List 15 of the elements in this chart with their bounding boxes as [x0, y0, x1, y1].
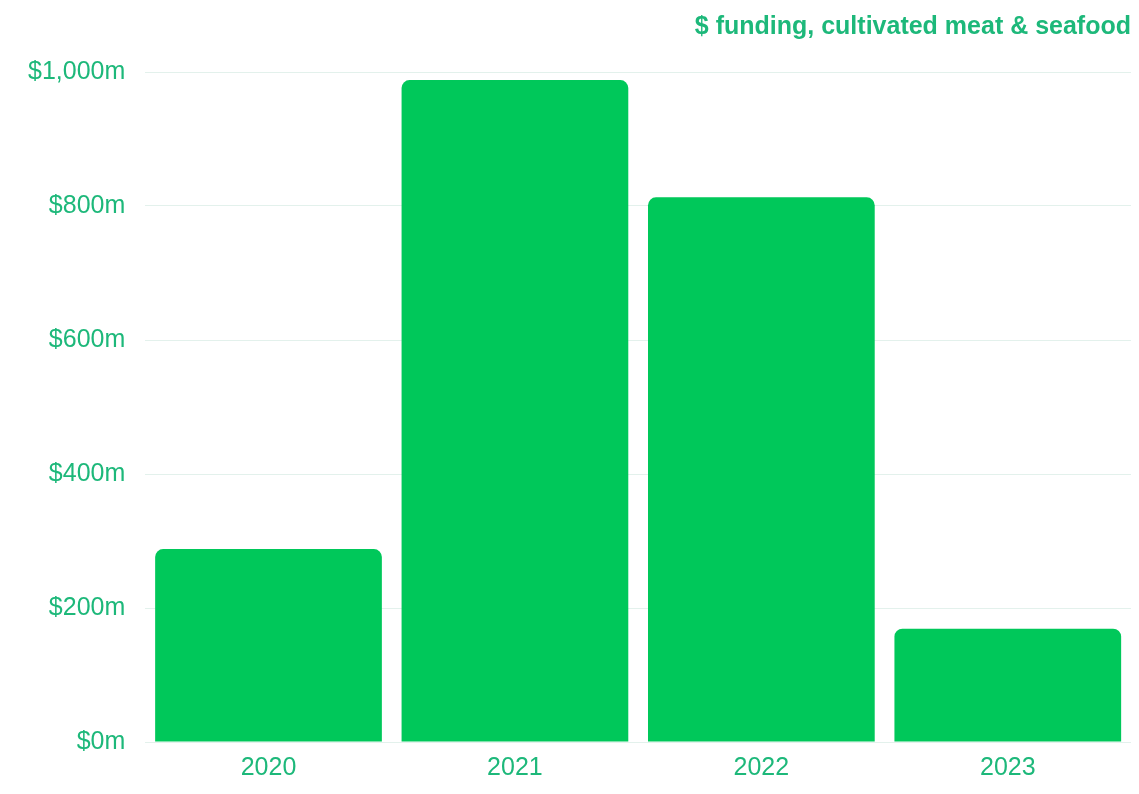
y-tick-label: $400m [48, 457, 126, 486]
bar [401, 80, 629, 742]
y-tick-label: $800m [48, 189, 126, 218]
x-tick-label: 2023 [979, 751, 1036, 780]
x-tick-label: 2021 [487, 751, 543, 780]
y-tick-label: $1,000m [27, 55, 126, 84]
chart-title: $ funding, cultivated meat & seafood [694, 10, 1131, 39]
bar [155, 549, 382, 742]
y-tick-label: $600m [48, 323, 126, 352]
x-tick-label: 2022 [733, 751, 790, 780]
x-tick-label: 2020 [240, 751, 297, 780]
y-tick-label: $0m [76, 725, 126, 754]
bar [648, 197, 875, 742]
bar [894, 628, 1122, 742]
y-tick-label: $200m [48, 591, 126, 620]
